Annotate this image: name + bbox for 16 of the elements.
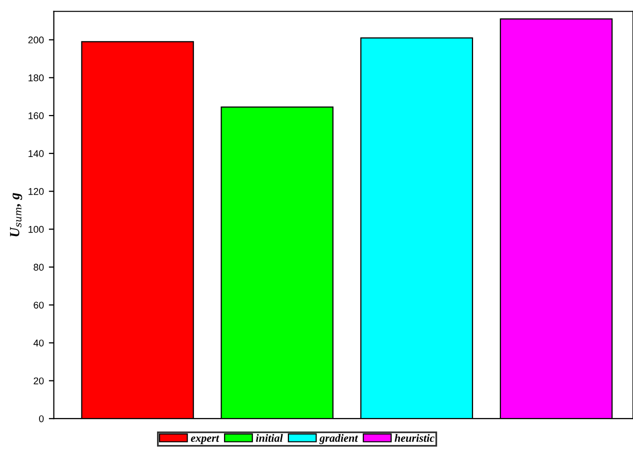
y-tick-label: 20 [34, 377, 44, 384]
legend-label: expert [190, 435, 220, 444]
y-tick-label: 60 [34, 302, 44, 309]
y-axis-title: U$_{sum}$, g [10, 192, 22, 236]
y-tick-label: 40 [33, 340, 44, 346]
y-tick-label: 200 [28, 36, 44, 44]
y-tick-label: 100 [28, 226, 44, 233]
legend-label: initial [256, 434, 283, 442]
y-tick-label: 160 [28, 112, 44, 120]
y-tick-label: 120 [28, 188, 44, 195]
y-tick-label: 0 [39, 415, 44, 422]
y-tick-label: 180 [28, 74, 44, 82]
legend-label: heuristic [394, 434, 434, 442]
legend-label: gradient [319, 434, 358, 444]
y-tick-label: 80 [34, 264, 44, 271]
y-tick-label: 140 [28, 150, 44, 158]
